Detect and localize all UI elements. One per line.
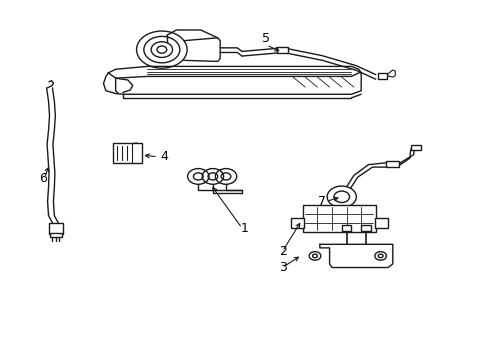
- Bar: [374, 217, 387, 228]
- Bar: [361, 225, 370, 231]
- Text: 1: 1: [240, 222, 248, 235]
- Bar: [50, 233, 61, 237]
- Bar: [302, 205, 375, 232]
- Bar: [276, 48, 287, 53]
- Bar: [113, 143, 142, 163]
- Bar: [385, 161, 398, 167]
- Text: 7: 7: [318, 195, 325, 208]
- Text: 4: 4: [160, 150, 168, 163]
- Bar: [48, 223, 63, 234]
- Bar: [377, 73, 386, 79]
- Bar: [410, 145, 420, 150]
- Text: 3: 3: [279, 261, 287, 274]
- Text: 5: 5: [262, 32, 270, 45]
- Bar: [341, 225, 351, 231]
- Bar: [290, 217, 303, 228]
- Text: 2: 2: [279, 245, 287, 258]
- Text: 6: 6: [39, 172, 46, 185]
